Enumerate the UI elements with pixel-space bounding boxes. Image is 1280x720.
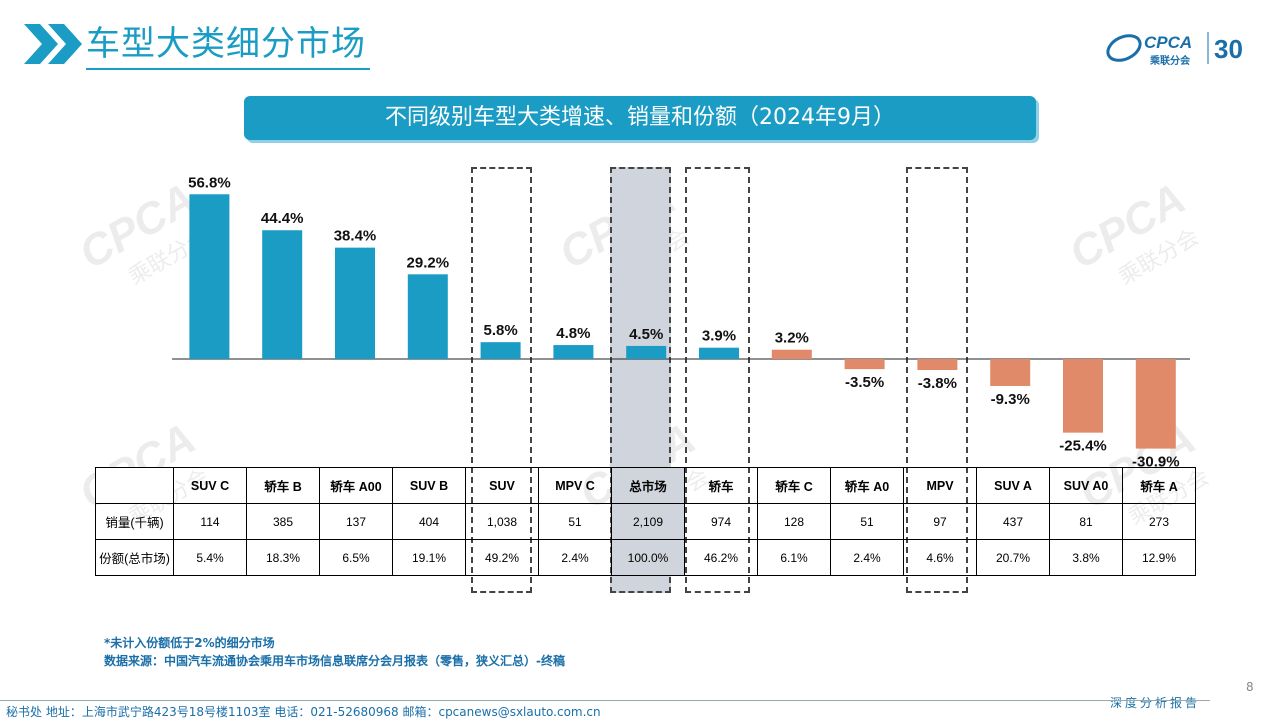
bar-10 <box>844 359 885 370</box>
value-label: -3.5% <box>845 374 884 391</box>
share-cell: 12.9% <box>1122 539 1196 576</box>
value-label: 3.9% <box>702 328 736 345</box>
share-cell: 18.3% <box>246 539 320 576</box>
value-label: 44.4% <box>261 210 304 227</box>
report-label: 深度分析报告 <box>1110 696 1201 710</box>
bar-6 <box>553 345 594 359</box>
sales-cell: 114 <box>173 503 247 540</box>
bar-14 <box>1135 359 1176 449</box>
cpca-logo: CPCA 乘联分会 30 <box>1106 32 1243 67</box>
table-row: SUV C 轿车 B 轿车 A00 SUV B SUV MPV C 总市场 轿车 轿车 C 轿车 … <box>95 467 1196 504</box>
category-header: 轿车 <box>684 467 758 504</box>
source-note: 数据来源：中国汽车流通协会乘用车市场信息联席分会月报表（零售，狭义汇总）-终稿 <box>104 654 565 668</box>
chart-title: 不同级别车型大类增速、销量和份额（2024年9月） <box>244 96 1036 140</box>
share-cell: 20.7% <box>976 539 1050 576</box>
sales-cell: 437 <box>976 503 1050 540</box>
value-label: -3.8% <box>918 375 957 392</box>
logo-sub: 乘联分会 <box>1149 54 1190 67</box>
sales-cell: 974 <box>684 503 758 540</box>
row-label: 份额(总市场) <box>95 539 174 576</box>
share-cell: 3.8% <box>1049 539 1123 576</box>
value-label: 56.8% <box>188 174 231 191</box>
category-header: SUV <box>465 467 539 504</box>
category-header: 总市场 <box>611 467 685 504</box>
value-label: 29.2% <box>407 254 450 271</box>
value-label: 4.8% <box>556 325 590 342</box>
value-label: 5.8% <box>483 322 517 339</box>
value-label: 4.5% <box>629 326 663 343</box>
sales-cell: 2,109 <box>611 503 685 540</box>
sales-cell: 404 <box>392 503 466 540</box>
category-header: SUV B <box>392 467 466 504</box>
category-header: MPV C <box>538 467 612 504</box>
sales-cell: 81 <box>1049 503 1123 540</box>
bar-7 <box>626 345 667 359</box>
bar-2 <box>262 230 303 359</box>
category-header: 轿车 A0 <box>830 467 904 504</box>
logo-anniversary: 30 <box>1214 34 1243 64</box>
bar-8 <box>699 347 739 359</box>
share-cell: 5.4% <box>173 539 247 576</box>
category-header: 轿车 A00 <box>319 467 393 504</box>
bar-5 <box>480 342 521 359</box>
category-header: MPV <box>903 467 977 504</box>
footer-divider <box>0 700 1210 701</box>
mpv-highlight-box <box>906 167 968 593</box>
value-label: 38.4% <box>334 228 377 245</box>
growth-bar-chart: 56.8% 44.4% 38.4% 29.2% 5.8% 4.8% 4.5% 3.9% 3.2%… <box>172 174 1190 471</box>
share-cell: 6.1% <box>757 539 831 576</box>
value-label: -9.3% <box>991 391 1030 408</box>
bar-3 <box>335 247 375 359</box>
footer-contact: 秘书处 地址：上海市武宁路423号18号楼1103室 电话：021-526809… <box>6 705 601 719</box>
bar-11 <box>917 359 958 371</box>
category-header: SUV A0 <box>1049 467 1123 504</box>
note-line-1: *未计入份额低于2%的细分市场 <box>104 636 275 650</box>
value-label: 3.2% <box>775 330 809 347</box>
sales-cell: 51 <box>830 503 904 540</box>
row-label <box>95 467 174 504</box>
chevron-icon <box>24 24 82 64</box>
category-header: SUV A <box>976 467 1050 504</box>
table-row: 销量(千辆) 114 385 137 404 1,038 51 2,109 974 128 51 97… <box>95 503 1196 540</box>
sales-cell: 273 <box>1122 503 1196 540</box>
sales-cell: 97 <box>903 503 977 540</box>
sales-cell: 385 <box>246 503 320 540</box>
sales-cell: 1,038 <box>465 503 539 540</box>
share-cell: 4.6% <box>903 539 977 576</box>
value-label: -30.9% <box>1132 454 1180 471</box>
category-header: 轿车 B <box>246 467 320 504</box>
suv-highlight-box <box>471 167 532 593</box>
sales-cell: 128 <box>757 503 831 540</box>
notes: *未计入份额低于2%的细分市场 数据来源：中国汽车流通协会乘用车市场信息联席分会… <box>104 634 565 670</box>
data-table: SUV C 轿车 B 轿车 A00 SUV B SUV MPV C 总市场 轿车 轿车 C 轿车 … <box>95 467 1196 576</box>
row-label: 销量(千辆) <box>95 503 174 540</box>
sedan-highlight-box <box>685 167 750 593</box>
share-cell: 2.4% <box>538 539 612 576</box>
share-cell: 49.2% <box>465 539 539 576</box>
bar-9 <box>771 349 812 359</box>
share-cell: 19.1% <box>392 539 466 576</box>
category-header: SUV C <box>173 467 247 504</box>
share-cell: 46.2% <box>684 539 758 576</box>
value-label: -25.4% <box>1059 438 1107 455</box>
share-cell: 2.4% <box>830 539 904 576</box>
share-cell: 6.5% <box>319 539 393 576</box>
logo-text: CPCA <box>1144 33 1192 52</box>
sales-cell: 51 <box>538 503 612 540</box>
bar-12 <box>990 359 1031 386</box>
sales-cell: 137 <box>319 503 393 540</box>
bar-4 <box>407 274 448 359</box>
page-title: 车型大类细分市场 <box>86 20 370 70</box>
category-header: 轿车 A <box>1122 467 1196 504</box>
share-cell: 100.0% <box>611 539 685 576</box>
bar-1 <box>189 194 230 359</box>
table-row: 份额(总市场) 5.4% 18.3% 6.5% 19.1% 49.2% 2.4% 100.0%… <box>95 539 1196 576</box>
category-header: 轿车 C <box>757 467 831 504</box>
page-number: 8 <box>1246 680 1254 694</box>
bar-13 <box>1063 359 1103 433</box>
